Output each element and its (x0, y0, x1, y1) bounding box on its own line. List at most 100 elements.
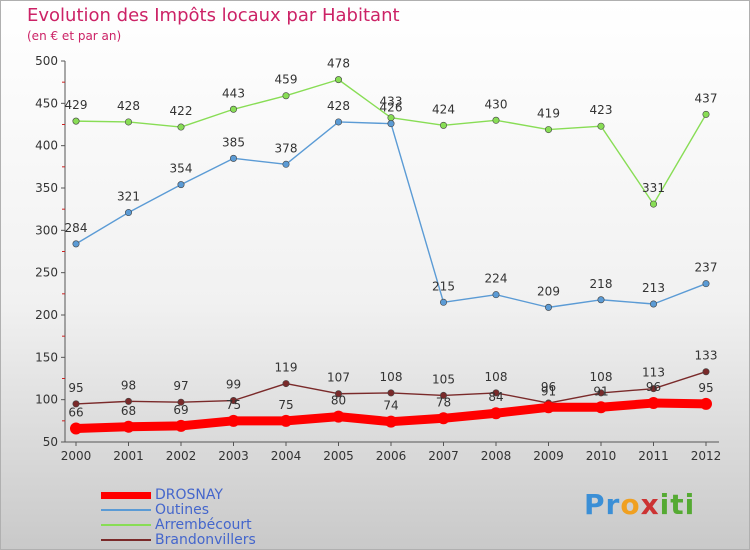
y-tick-label: 200 (35, 308, 58, 322)
data-point-arrembecourt (544, 126, 552, 134)
data-label-drosnay: 91 (541, 384, 556, 398)
data-label-drosnay: 69 (173, 403, 188, 417)
x-tick-label: 2002 (166, 449, 197, 463)
legend-swatch-brandonvillers (101, 539, 151, 541)
y-tick-label: 50 (43, 435, 58, 449)
x-tick-label: 2006 (376, 449, 407, 463)
data-label-drosnay: 75 (278, 398, 293, 412)
legend-label-arrembecourt: Arrembécourt (155, 517, 252, 533)
data-point-outines (387, 120, 395, 128)
data-label-brandonvillers: 108 (485, 370, 508, 384)
y-tick-label: 150 (35, 350, 58, 364)
data-label-outines: 237 (695, 261, 718, 275)
data-point-arrembecourt (72, 117, 80, 125)
data-label-outines: 284 (65, 221, 88, 235)
y-tick-label: 450 (35, 96, 58, 110)
data-point-drosnay (175, 419, 187, 432)
data-point-brandonvillers (230, 397, 238, 405)
data-label-arrembecourt: 443 (222, 86, 245, 100)
data-label-arrembecourt: 422 (170, 104, 193, 118)
data-label-arrembecourt: 428 (117, 99, 140, 113)
data-point-brandonvillers (177, 398, 185, 406)
data-point-brandonvillers (597, 389, 605, 397)
data-point-drosnay (490, 407, 502, 420)
x-tick-label: 2012 (691, 449, 722, 463)
data-label-arrembecourt: 437 (695, 91, 718, 105)
x-tick-label: 2005 (323, 449, 354, 463)
data-point-arrembecourt (177, 123, 185, 131)
data-point-outines (334, 118, 342, 126)
data-label-brandonvillers: 96 (541, 380, 556, 394)
data-point-outines (177, 181, 185, 189)
y-tick-label: 400 (35, 139, 58, 153)
legend-swatch-outines (101, 509, 151, 511)
data-label-outines: 321 (117, 190, 140, 204)
data-point-brandonvillers (439, 391, 447, 399)
y-tick-label: 500 (35, 54, 58, 68)
data-label-outines: 209 (537, 284, 560, 298)
data-label-brandonvillers: 108 (380, 370, 403, 384)
data-label-brandonvillers: 113 (642, 366, 665, 380)
chart-title: Evolution des Impôts locaux par Habitant (27, 5, 400, 26)
data-label-brandonvillers: 119 (275, 361, 298, 375)
data-label-arrembecourt: 331 (642, 181, 665, 195)
chart-subtitle: (en € et par an) (27, 29, 122, 43)
data-point-outines (597, 296, 605, 304)
legend-swatch-drosnay (101, 491, 151, 499)
data-point-outines (125, 209, 133, 217)
data-label-brandonvillers: 105 (432, 372, 455, 386)
data-label-drosnay: 74 (383, 399, 398, 413)
data-label-outines: 215 (432, 279, 455, 293)
data-point-arrembecourt (387, 114, 395, 122)
data-point-drosnay (280, 414, 292, 427)
data-point-brandonvillers (492, 389, 500, 397)
data-point-outines (702, 280, 710, 288)
data-point-arrembecourt (282, 92, 290, 100)
data-point-outines (439, 298, 447, 306)
data-label-drosnay: 95 (698, 381, 713, 395)
data-point-drosnay (542, 401, 555, 414)
data-point-arrembecourt (702, 110, 710, 118)
legend-item-drosnay: DROSNAY (101, 487, 223, 503)
data-label-drosnay: 84 (488, 390, 503, 404)
y-tick-label: 300 (35, 223, 58, 237)
legend-label-brandonvillers: Brandonvillers (155, 532, 256, 548)
data-point-drosnay (70, 422, 82, 435)
data-label-drosnay: 80 (331, 394, 346, 408)
data-label-drosnay: 66 (68, 405, 83, 419)
data-point-outines (649, 300, 657, 308)
data-label-drosnay: 68 (121, 404, 136, 418)
data-label-drosnay: 75 (226, 398, 241, 412)
data-point-arrembecourt (597, 122, 605, 130)
data-label-arrembecourt: 424 (432, 102, 455, 116)
data-label-outines: 354 (170, 162, 193, 176)
data-label-drosnay: 91 (593, 384, 608, 398)
data-point-outines (282, 160, 290, 168)
x-tick-label: 2009 (533, 449, 564, 463)
data-point-brandonvillers (702, 368, 710, 376)
data-label-brandonvillers: 133 (695, 349, 718, 363)
legend-item-outines: Outines (101, 502, 209, 518)
data-label-brandonvillers: 99 (226, 378, 241, 392)
data-point-drosnay (227, 414, 240, 427)
data-label-brandonvillers: 95 (68, 381, 83, 395)
data-label-brandonvillers: 97 (173, 379, 188, 393)
legend-item-arrembecourt: Arrembécourt (101, 517, 252, 533)
data-label-outines: 428 (327, 99, 350, 113)
x-tick-label: 2003 (218, 449, 249, 463)
data-point-drosnay (385, 415, 397, 428)
data-label-outines: 385 (222, 135, 245, 149)
x-tick-label: 2007 (428, 449, 459, 463)
data-label-outines: 426 (380, 101, 403, 115)
data-point-arrembecourt (125, 118, 133, 126)
data-point-brandonvillers (125, 397, 133, 405)
data-point-arrembecourt (649, 200, 657, 208)
data-point-drosnay (122, 420, 135, 433)
data-point-outines (72, 240, 80, 248)
data-point-drosnay (332, 410, 345, 423)
data-label-brandonvillers: 98 (121, 378, 136, 392)
data-label-outines: 378 (275, 141, 298, 155)
data-point-brandonvillers (387, 389, 395, 397)
data-label-arrembecourt: 478 (327, 57, 350, 71)
